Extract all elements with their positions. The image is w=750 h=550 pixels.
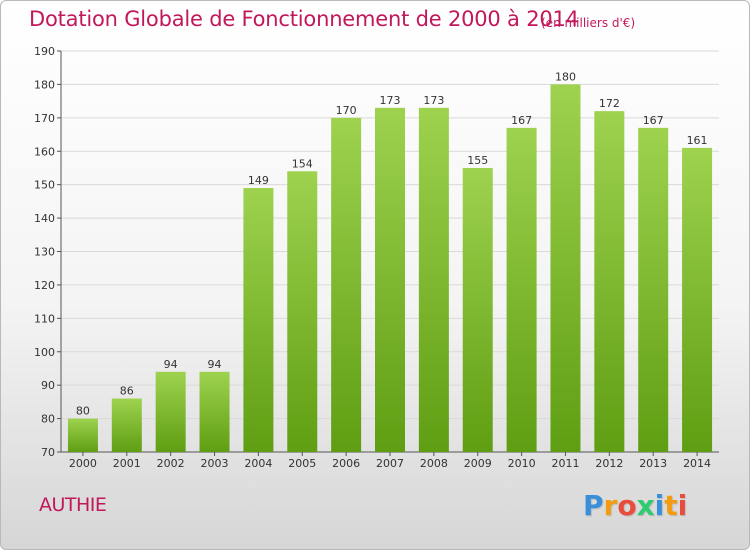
bars: [67, 84, 713, 453]
logo-letter: x: [636, 489, 655, 522]
y-tick-label: 170: [34, 112, 55, 125]
bar: [375, 107, 405, 452]
bar: [67, 418, 98, 452]
logo-letter: i: [654, 489, 665, 522]
x-tick-label: 2014: [683, 457, 711, 470]
data-label: 161: [687, 134, 708, 147]
data-label: 155: [467, 154, 488, 167]
y-tick-labels: 70 80 90 100 110 120 130 140 150 160 170 180 190: [34, 45, 55, 459]
y-tick-label: 150: [34, 179, 55, 192]
y-tick-label: 120: [34, 279, 55, 292]
y-tick-label: 80: [41, 413, 55, 426]
data-label: 172: [599, 97, 620, 110]
logo-letter: r: [603, 489, 618, 522]
y-tick-label: 90: [41, 379, 55, 392]
data-label: 167: [643, 114, 664, 127]
bar: [462, 167, 493, 453]
data-label: 180: [555, 70, 576, 83]
proxiti-logo: Proxiti: [583, 489, 687, 522]
data-label: 86: [120, 385, 134, 398]
bar: [638, 127, 669, 452]
bar: [111, 398, 142, 452]
x-tick-label: 2002: [157, 457, 185, 470]
data-label: 173: [423, 94, 444, 107]
y-tick-label: 70: [41, 446, 55, 459]
y-tick-label: 130: [34, 246, 55, 259]
data-label: 167: [511, 114, 532, 127]
chart-unit-note: (en milliers d'€): [541, 16, 636, 30]
logo-letter: P: [583, 489, 604, 522]
bar: [243, 188, 274, 452]
x-tick-label: 2010: [508, 457, 536, 470]
x-tick-label: 2009: [464, 457, 492, 470]
x-tick-label: 2004: [244, 457, 272, 470]
bar: [287, 171, 318, 453]
x-tick-label: 2012: [595, 457, 623, 470]
bar: [682, 147, 713, 453]
data-label: 80: [76, 405, 90, 418]
bar: [594, 111, 625, 453]
x-tick-label: 2006: [332, 457, 360, 470]
data-label: 173: [380, 94, 401, 107]
x-tick-labels: 2000 2001 2002 2003 2004 2005 2006 2007 2008 2009…: [69, 457, 711, 470]
bar: [506, 127, 537, 452]
y-tick-label: 100: [34, 346, 55, 359]
bar: [155, 371, 186, 452]
data-labels: 80 86 94 94 149 154 170 173 173 155 167 180 172 167 16…: [76, 70, 708, 417]
y-tick-label: 160: [34, 145, 55, 158]
logo-letter: i: [677, 489, 688, 522]
y-tick-label: 190: [34, 45, 55, 58]
x-tick-label: 2011: [551, 457, 579, 470]
data-label: 94: [164, 358, 178, 371]
x-tick-label: 2005: [288, 457, 316, 470]
data-label: 149: [248, 174, 269, 187]
data-label: 170: [336, 104, 357, 117]
data-label: 94: [208, 358, 222, 371]
logo-letter: t: [664, 489, 678, 522]
bar: [550, 84, 581, 453]
bar: [418, 107, 449, 452]
x-tick-label: 2013: [639, 457, 667, 470]
x-tick-label: 2001: [113, 457, 141, 470]
chart-title: Dotation Globale de Fonctionnement de 20…: [29, 7, 579, 31]
x-tick-label: 2003: [201, 457, 229, 470]
y-tick-label: 180: [34, 78, 55, 91]
x-tick-label: 2007: [376, 457, 404, 470]
x-tick-label: 2008: [420, 457, 448, 470]
data-label: 154: [292, 157, 313, 170]
y-tick-label: 110: [34, 312, 55, 325]
commune-name: AUTHIE: [39, 494, 107, 516]
bar: [199, 371, 230, 452]
logo-letter: o: [617, 489, 637, 522]
bar: [331, 117, 362, 452]
y-tick-label: 140: [34, 212, 55, 225]
x-tick-label: 2000: [69, 457, 97, 470]
